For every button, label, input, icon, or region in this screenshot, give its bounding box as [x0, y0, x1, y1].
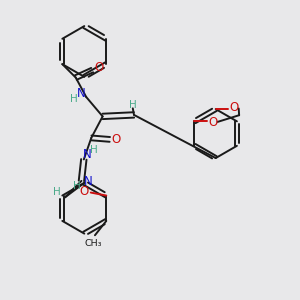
Text: O: O	[94, 61, 104, 74]
Text: N: N	[84, 175, 92, 188]
Text: O: O	[230, 101, 239, 114]
Text: H: H	[53, 187, 61, 197]
Text: H: H	[74, 181, 81, 191]
Text: CH₃: CH₃	[84, 239, 102, 248]
Text: O: O	[80, 184, 89, 198]
Text: N: N	[83, 148, 92, 161]
Text: N: N	[76, 87, 85, 100]
Text: O: O	[112, 133, 121, 146]
Text: H: H	[129, 100, 136, 110]
Text: H: H	[70, 94, 77, 104]
Text: H: H	[89, 145, 97, 154]
Text: O: O	[208, 116, 217, 129]
